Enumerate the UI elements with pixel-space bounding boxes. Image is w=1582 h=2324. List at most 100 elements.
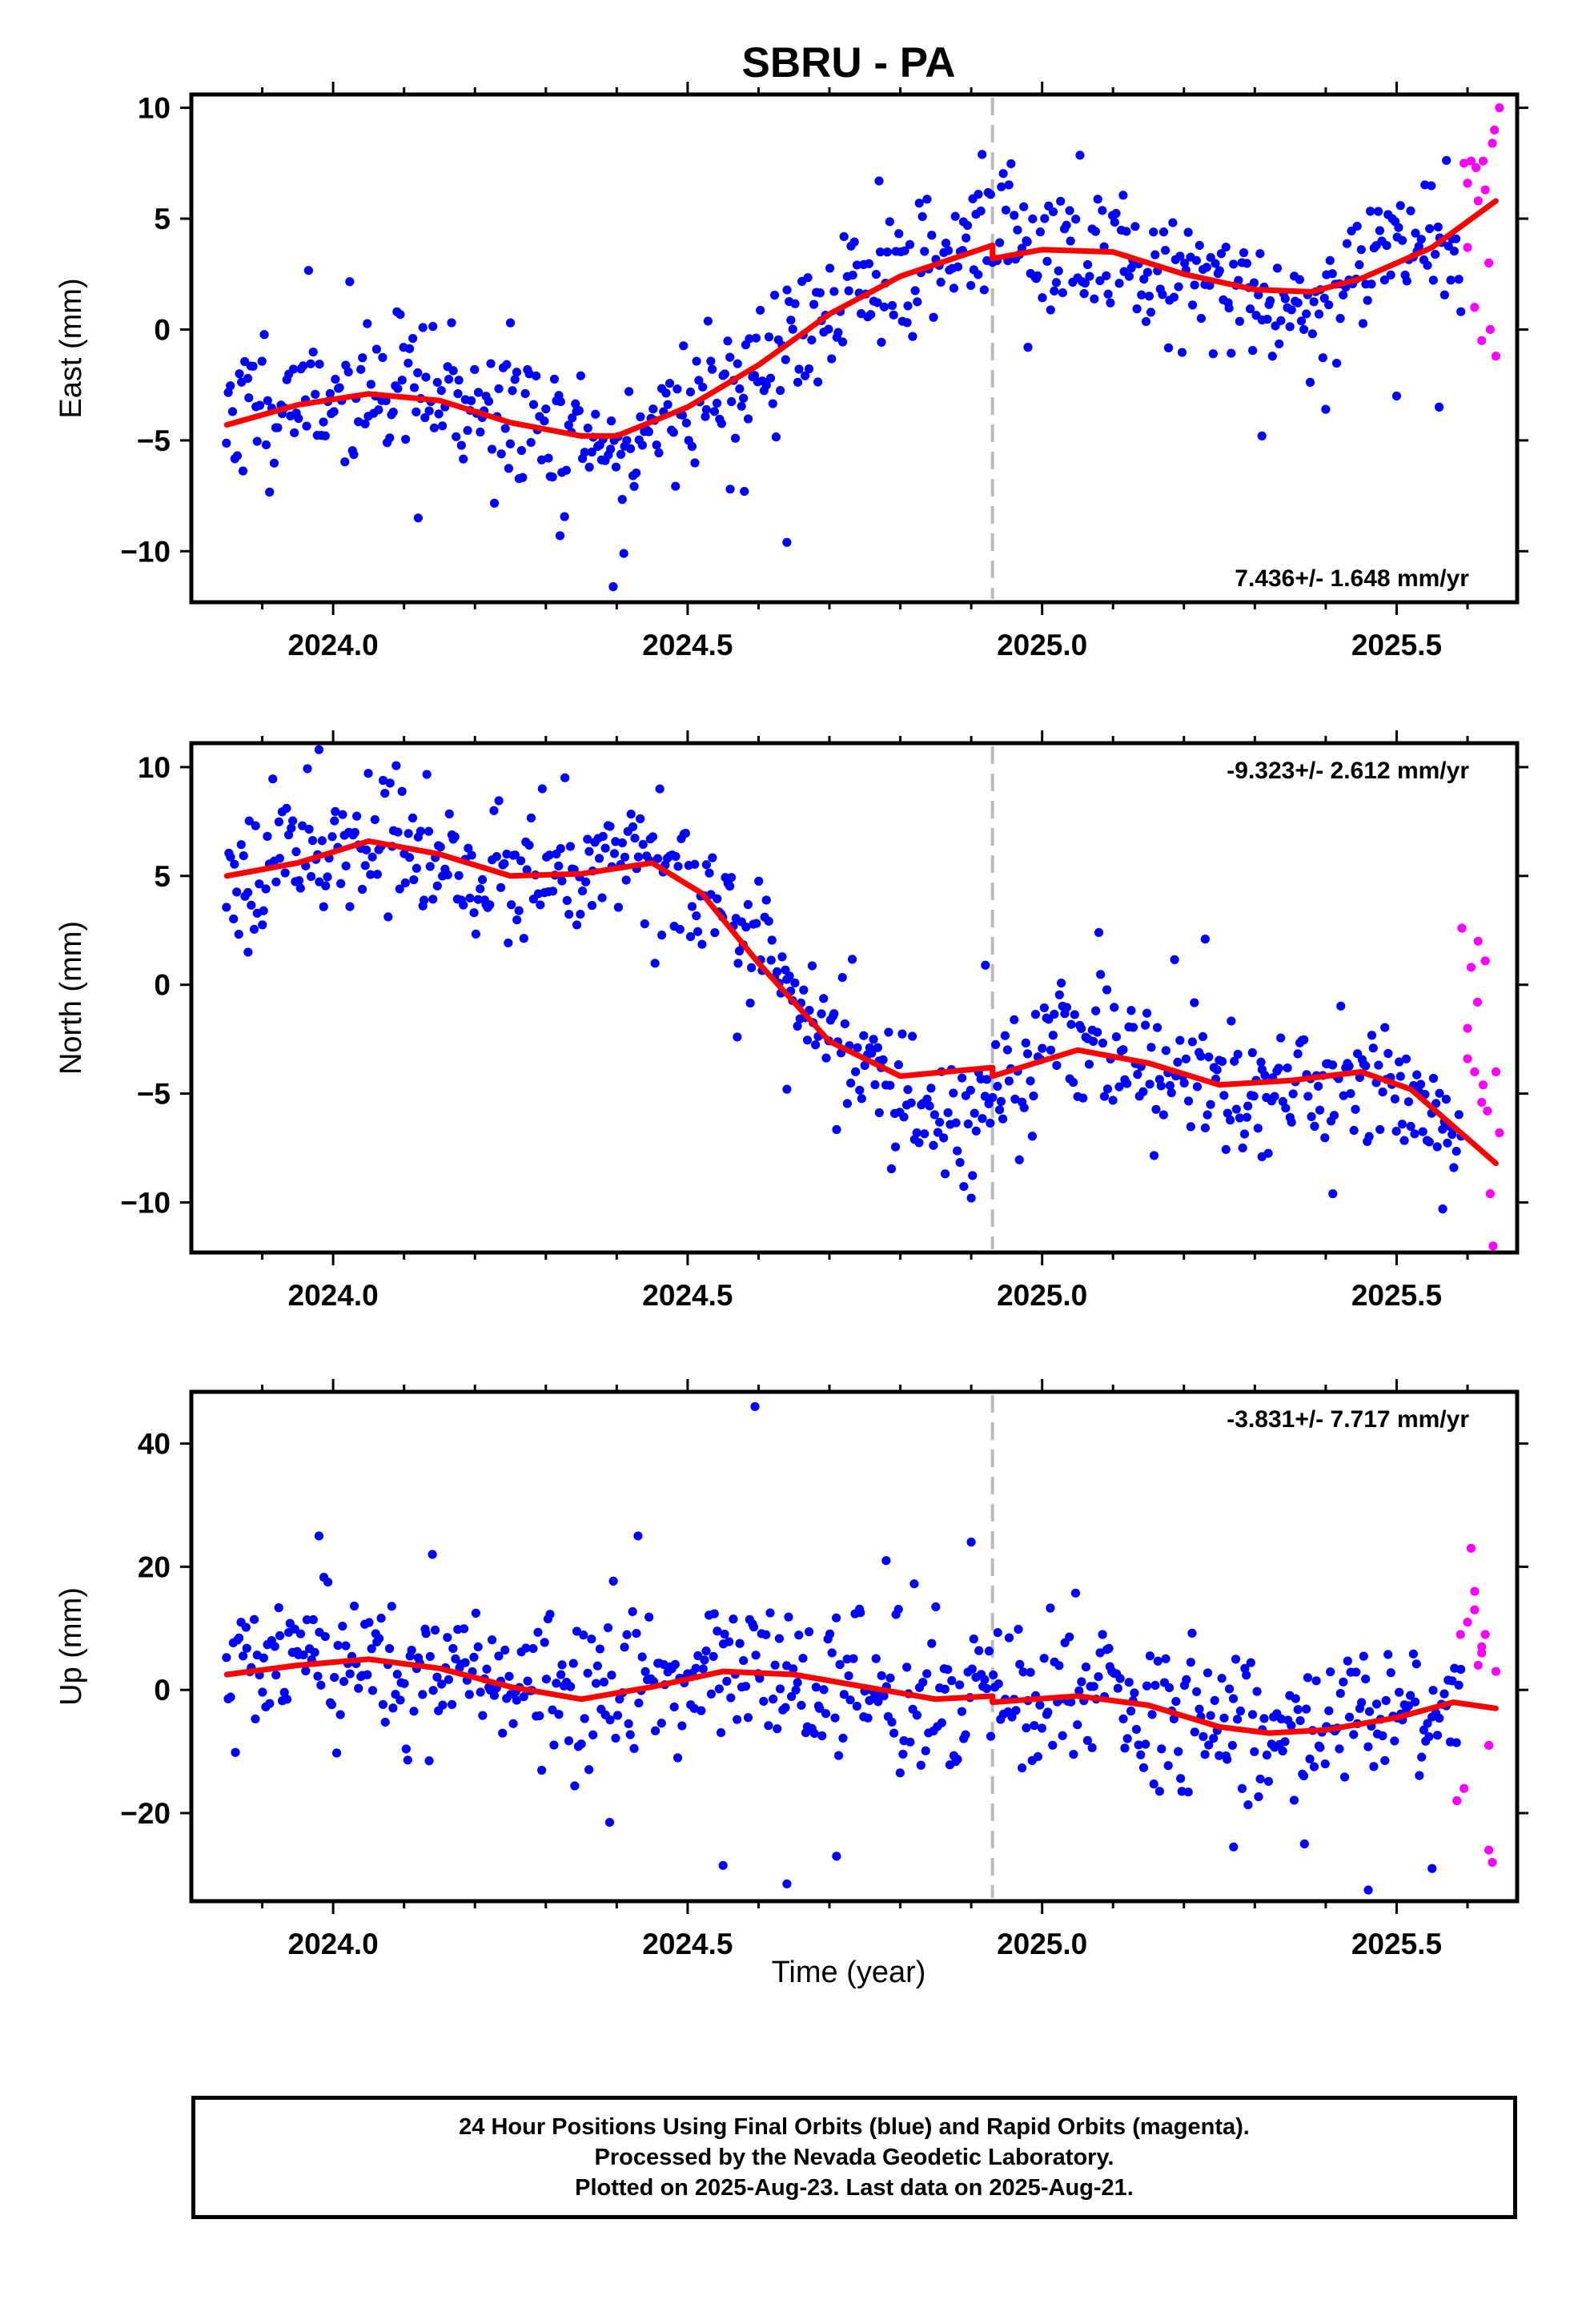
up-rapid-point [1473,1660,1483,1671]
east-final-point [227,407,238,416]
up-final-point [226,1692,235,1702]
north-final-point [621,875,631,885]
east-final-point [813,377,823,387]
east-final-point [1161,245,1170,255]
up-final-point [504,1671,514,1681]
east-final-point [1040,214,1050,223]
up-final-point [376,1614,386,1623]
up-data-layer [222,1401,1501,1895]
east-final-point [315,360,324,369]
east-rapid-point [1490,125,1500,135]
up-final-point [1228,1694,1239,1703]
north-final-point [1122,1079,1132,1088]
north-rapid-point [1477,1097,1487,1108]
north-final-point [1156,1081,1166,1091]
north-final-point [598,831,608,842]
east-final-point [865,310,876,320]
east-final-point [852,260,862,270]
up-final-point [898,1749,908,1759]
north-final-point [323,872,332,882]
up-final-point [1315,1743,1325,1752]
east-final-point [844,286,853,296]
up-final-point [1301,1704,1311,1714]
north-final-point [693,927,703,936]
east-final-point [587,447,596,457]
north-y-tick-label: −5 [137,1078,171,1111]
north-final-point [1390,1094,1399,1104]
east-final-point [404,358,413,368]
up-final-point [1364,1707,1375,1716]
up-final-point [1017,1763,1027,1773]
up-rapid-point [1459,1783,1469,1793]
east-final-point [669,428,678,437]
east-final-point [269,458,279,468]
east-rapid-point [1478,156,1488,166]
north-final-point [409,875,419,885]
north-final-point [393,827,403,837]
east-final-point [776,385,785,396]
up-x-tick-label: 2024.5 [642,1928,733,1960]
north-final-point [1221,1144,1231,1155]
up-final-point [554,1710,564,1719]
east-final-point [255,400,265,410]
east-final-point [1191,255,1202,265]
up-final-point [592,1661,602,1671]
up-rapid-point [1488,1857,1497,1868]
north-final-point [851,1067,861,1076]
up-final-point [1237,1783,1247,1793]
north-final-point [544,850,554,860]
east-rapid-point [1495,103,1504,113]
east-plot-frame [189,92,1520,605]
east-final-point [541,404,551,414]
east-final-point [1416,235,1426,244]
east-final-point [299,361,308,371]
north-final-point [459,900,468,910]
north-final-point [251,821,260,830]
east-final-point [905,239,915,249]
east-final-point [788,324,797,334]
east-final-point [1150,250,1160,259]
north-final-point [383,912,393,922]
up-rapid-point [1480,1630,1490,1639]
up-final-point [587,1634,596,1644]
north-final-point [650,959,660,968]
up-final-point [1153,1656,1162,1666]
north-final-point [294,875,304,886]
north-final-point [655,784,665,794]
up-final-point [1224,1684,1235,1694]
up-final-point [1424,1731,1434,1742]
east-final-point [1431,249,1440,259]
east-final-point [1324,300,1334,310]
north-final-point [958,1073,967,1083]
north-final-point [1069,1077,1078,1088]
east-final-point [421,372,431,382]
north-final-point [1158,1110,1168,1120]
north-final-point [656,931,667,940]
east-final-point [1321,404,1331,414]
east-final-point [782,285,792,295]
up-final-point [270,1642,279,1651]
up-final-point [628,1606,637,1617]
up-final-point [1287,1721,1296,1731]
east-final-point [1082,259,1093,270]
up-final-point [1378,1731,1387,1741]
up-final-point [691,1663,701,1673]
up-final-point [961,1730,970,1739]
up-final-point [533,1627,543,1637]
north-final-point [1276,1033,1286,1043]
caption-line-plotted: Plotted on 2025-Aug-23. Last data on 202… [575,2175,1134,2201]
up-final-point [825,1629,835,1638]
east-final-point [1062,220,1071,230]
east-final-point [273,423,283,432]
north-final-point [799,985,809,995]
east-rapid-point [1473,196,1483,206]
east-final-point [374,405,383,415]
east-final-point [1296,316,1307,326]
north-final-point [1243,1101,1253,1111]
up-final-point [460,1658,470,1667]
east-final-point [632,468,641,478]
up-final-point [1289,1795,1299,1805]
east-final-point [927,231,937,240]
east-final-point [833,328,843,337]
east-final-point [549,374,560,384]
